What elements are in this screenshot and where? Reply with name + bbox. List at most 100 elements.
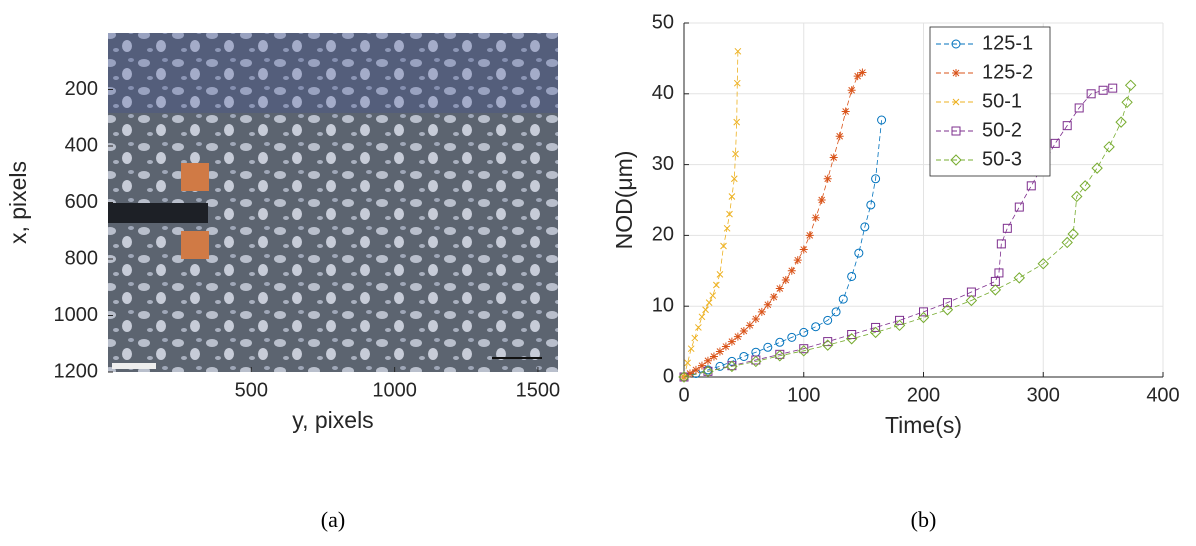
marker-shape [829,153,838,162]
data-point [728,193,736,200]
data-point [733,332,742,341]
y-axis-label: NOD(μm) [611,151,637,250]
marker-shape [732,150,739,158]
data-point [858,68,867,77]
data-point [1108,83,1118,93]
data-point [1062,121,1072,131]
data-point [866,200,876,210]
y-tick-label: 200 [65,78,98,100]
region-marker [181,163,209,191]
x-tick-label: 0 [678,384,689,406]
marker-shape [712,281,720,289]
data-point [799,344,809,354]
data-point [691,365,700,374]
marker-shape [739,351,749,361]
marker-shape [996,239,1006,249]
marker-shape [691,334,699,342]
marker-shape [1071,190,1083,203]
marker-shape [750,355,762,368]
marker-shape [787,266,796,275]
data-point [691,334,699,342]
marker-shape [895,315,905,325]
marker-shape [787,332,797,342]
data-point [1121,96,1133,109]
marker-shape [951,39,961,49]
data-point [847,86,856,95]
data-point [838,294,848,304]
marker-shape [751,314,760,323]
marker-shape [730,175,738,183]
legend-label: 50-3 [982,148,1022,170]
marker-shape [1091,162,1103,174]
data-point [781,276,790,285]
marker-shape [702,365,714,378]
marker-shape [757,307,766,316]
data-point [805,231,814,240]
data-point [727,337,736,346]
data-point [799,245,808,254]
data-point [750,355,762,368]
marker-shape [698,313,706,321]
legend-box [929,26,1051,177]
marker-shape [989,284,1002,296]
marker-shape [763,300,772,309]
marker-shape [950,154,962,166]
marker-shape [847,86,856,95]
data-point [823,337,833,347]
data-point [733,118,741,126]
legend-marker [951,39,961,49]
marker-shape [726,360,738,373]
data-point [799,327,809,337]
data-point [787,332,797,342]
marker-shape [769,292,778,301]
marker-shape [858,68,867,77]
data-point [739,326,748,335]
marker-shape [1098,85,1108,95]
data-point [678,371,690,383]
marker-shape [951,126,961,136]
data-point [817,196,826,204]
x-axis-label: Time(s) [885,412,962,438]
marker-shape [1014,202,1024,212]
marker-shape [679,372,689,382]
caption: (b) [911,507,937,532]
marker-shape [678,371,690,383]
marker-shape [720,242,727,250]
data-point [751,314,760,323]
marker-shape [1074,103,1084,113]
data-point [697,361,706,370]
marker-shape [811,213,820,222]
data-point [787,266,796,275]
y-tick-label: 10 [652,294,674,316]
data-point [726,360,738,373]
marker-shape [853,72,862,81]
marker-shape [845,333,858,345]
y-tick-label: 0 [663,365,674,387]
data-point [763,300,772,309]
marker-shape [831,307,841,317]
data-point [720,242,727,250]
marker-shape [1115,116,1127,128]
data-point [695,324,702,331]
series-line [683,85,1132,378]
data-point [1026,181,1036,191]
data-point [723,224,731,232]
y-tick-label: 800 [65,247,98,269]
marker-shape [775,284,784,293]
marker-shape [723,224,731,232]
legend-marker [952,69,960,77]
marker-shape [893,319,906,332]
data-point [821,339,834,351]
legend-label: 50-1 [982,90,1022,112]
marker-shape [697,361,706,370]
marker-shape [799,344,809,354]
data-point [1124,79,1137,92]
marker-shape [793,256,802,265]
data-point [877,115,887,125]
legend-marker [951,126,961,136]
marker-shape [1062,121,1072,131]
data-point [989,284,1002,296]
marker-shape [835,132,844,141]
